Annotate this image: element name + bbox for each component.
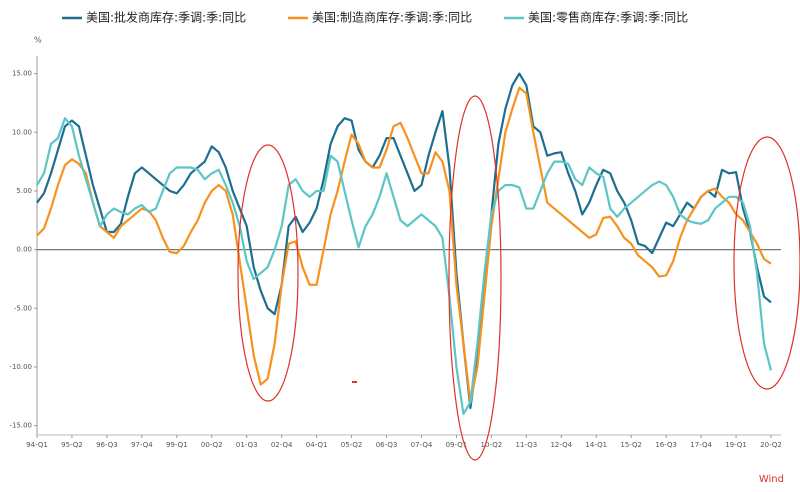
y-tick-label: 15.00 xyxy=(12,70,32,78)
x-tick-label: 96-Q3 xyxy=(96,441,118,449)
legend-label: 美国:批发商库存:季调:季:同比 xyxy=(86,10,246,25)
x-tick-label: 94-Q1 xyxy=(26,441,48,449)
legend-item: 美国:零售商库存:季调:季:同比 xyxy=(504,10,688,25)
x-tick-label: 01-Q3 xyxy=(236,441,258,449)
legend-label: 美国:零售商库存:季调:季:同比 xyxy=(528,10,688,25)
series-line xyxy=(36,86,772,404)
x-tick-label: 07-Q4 xyxy=(411,441,433,449)
x-tick-label: 05-Q2 xyxy=(341,441,363,449)
highlight-ellipse xyxy=(237,144,299,402)
x-tick-label: 00-Q2 xyxy=(201,441,223,449)
source: Wind xyxy=(759,474,784,485)
legend-label: 美国:制造商库存:季调:季:同比 xyxy=(312,10,472,25)
y-unit: % xyxy=(34,36,42,45)
highlight-ellipse xyxy=(733,136,800,390)
x-tick-label: 15-Q2 xyxy=(620,441,642,449)
x-tick-label: 17-Q4 xyxy=(690,441,712,449)
legend-item: 美国:制造商库存:季调:季:同比 xyxy=(288,10,472,25)
y-tick-label: -5.00 xyxy=(14,304,32,312)
x-tick-label: 99-Q1 xyxy=(166,441,188,449)
y-tick-label: 0.00 xyxy=(16,246,32,254)
x-tick-label: 19-Q1 xyxy=(725,441,747,449)
x-tick-label: 02-Q4 xyxy=(271,441,293,449)
x-tick-label: 12-Q4 xyxy=(550,441,572,449)
x-tick-label: 04-Q1 xyxy=(306,441,328,449)
x-tick-label: 14-Q1 xyxy=(585,441,607,449)
plot-area: 15.00 10.00 5.00 0.00 -5.00 -10.00 -15.00 94-Q1… xyxy=(9,56,782,449)
y-tick-label: 10.00 xyxy=(12,128,32,136)
x-tick-label: 10-Q2 xyxy=(481,441,503,449)
x-tick-label: 11-Q3 xyxy=(516,441,538,449)
x-tick-label: 97-Q4 xyxy=(131,441,153,449)
y-tick-label: -15.00 xyxy=(9,422,32,430)
legend-item: 美国:批发商库存:季调:季:同比 xyxy=(62,10,246,25)
y-tick-label: -10.00 xyxy=(9,363,32,371)
x-tick-label: 09-Q1 xyxy=(446,441,468,449)
x-tick-label: 20-Q2 xyxy=(760,441,782,449)
y-tick-label: 5.00 xyxy=(16,187,32,195)
annotations xyxy=(237,95,800,461)
highlight-ellipse xyxy=(448,95,502,461)
x-tick-label: 95-Q2 xyxy=(61,441,83,449)
series-line xyxy=(36,72,772,410)
x-tick-label: 16-Q3 xyxy=(655,441,677,449)
x-tick-label: 06-Q3 xyxy=(376,441,398,449)
series-line xyxy=(36,117,773,415)
